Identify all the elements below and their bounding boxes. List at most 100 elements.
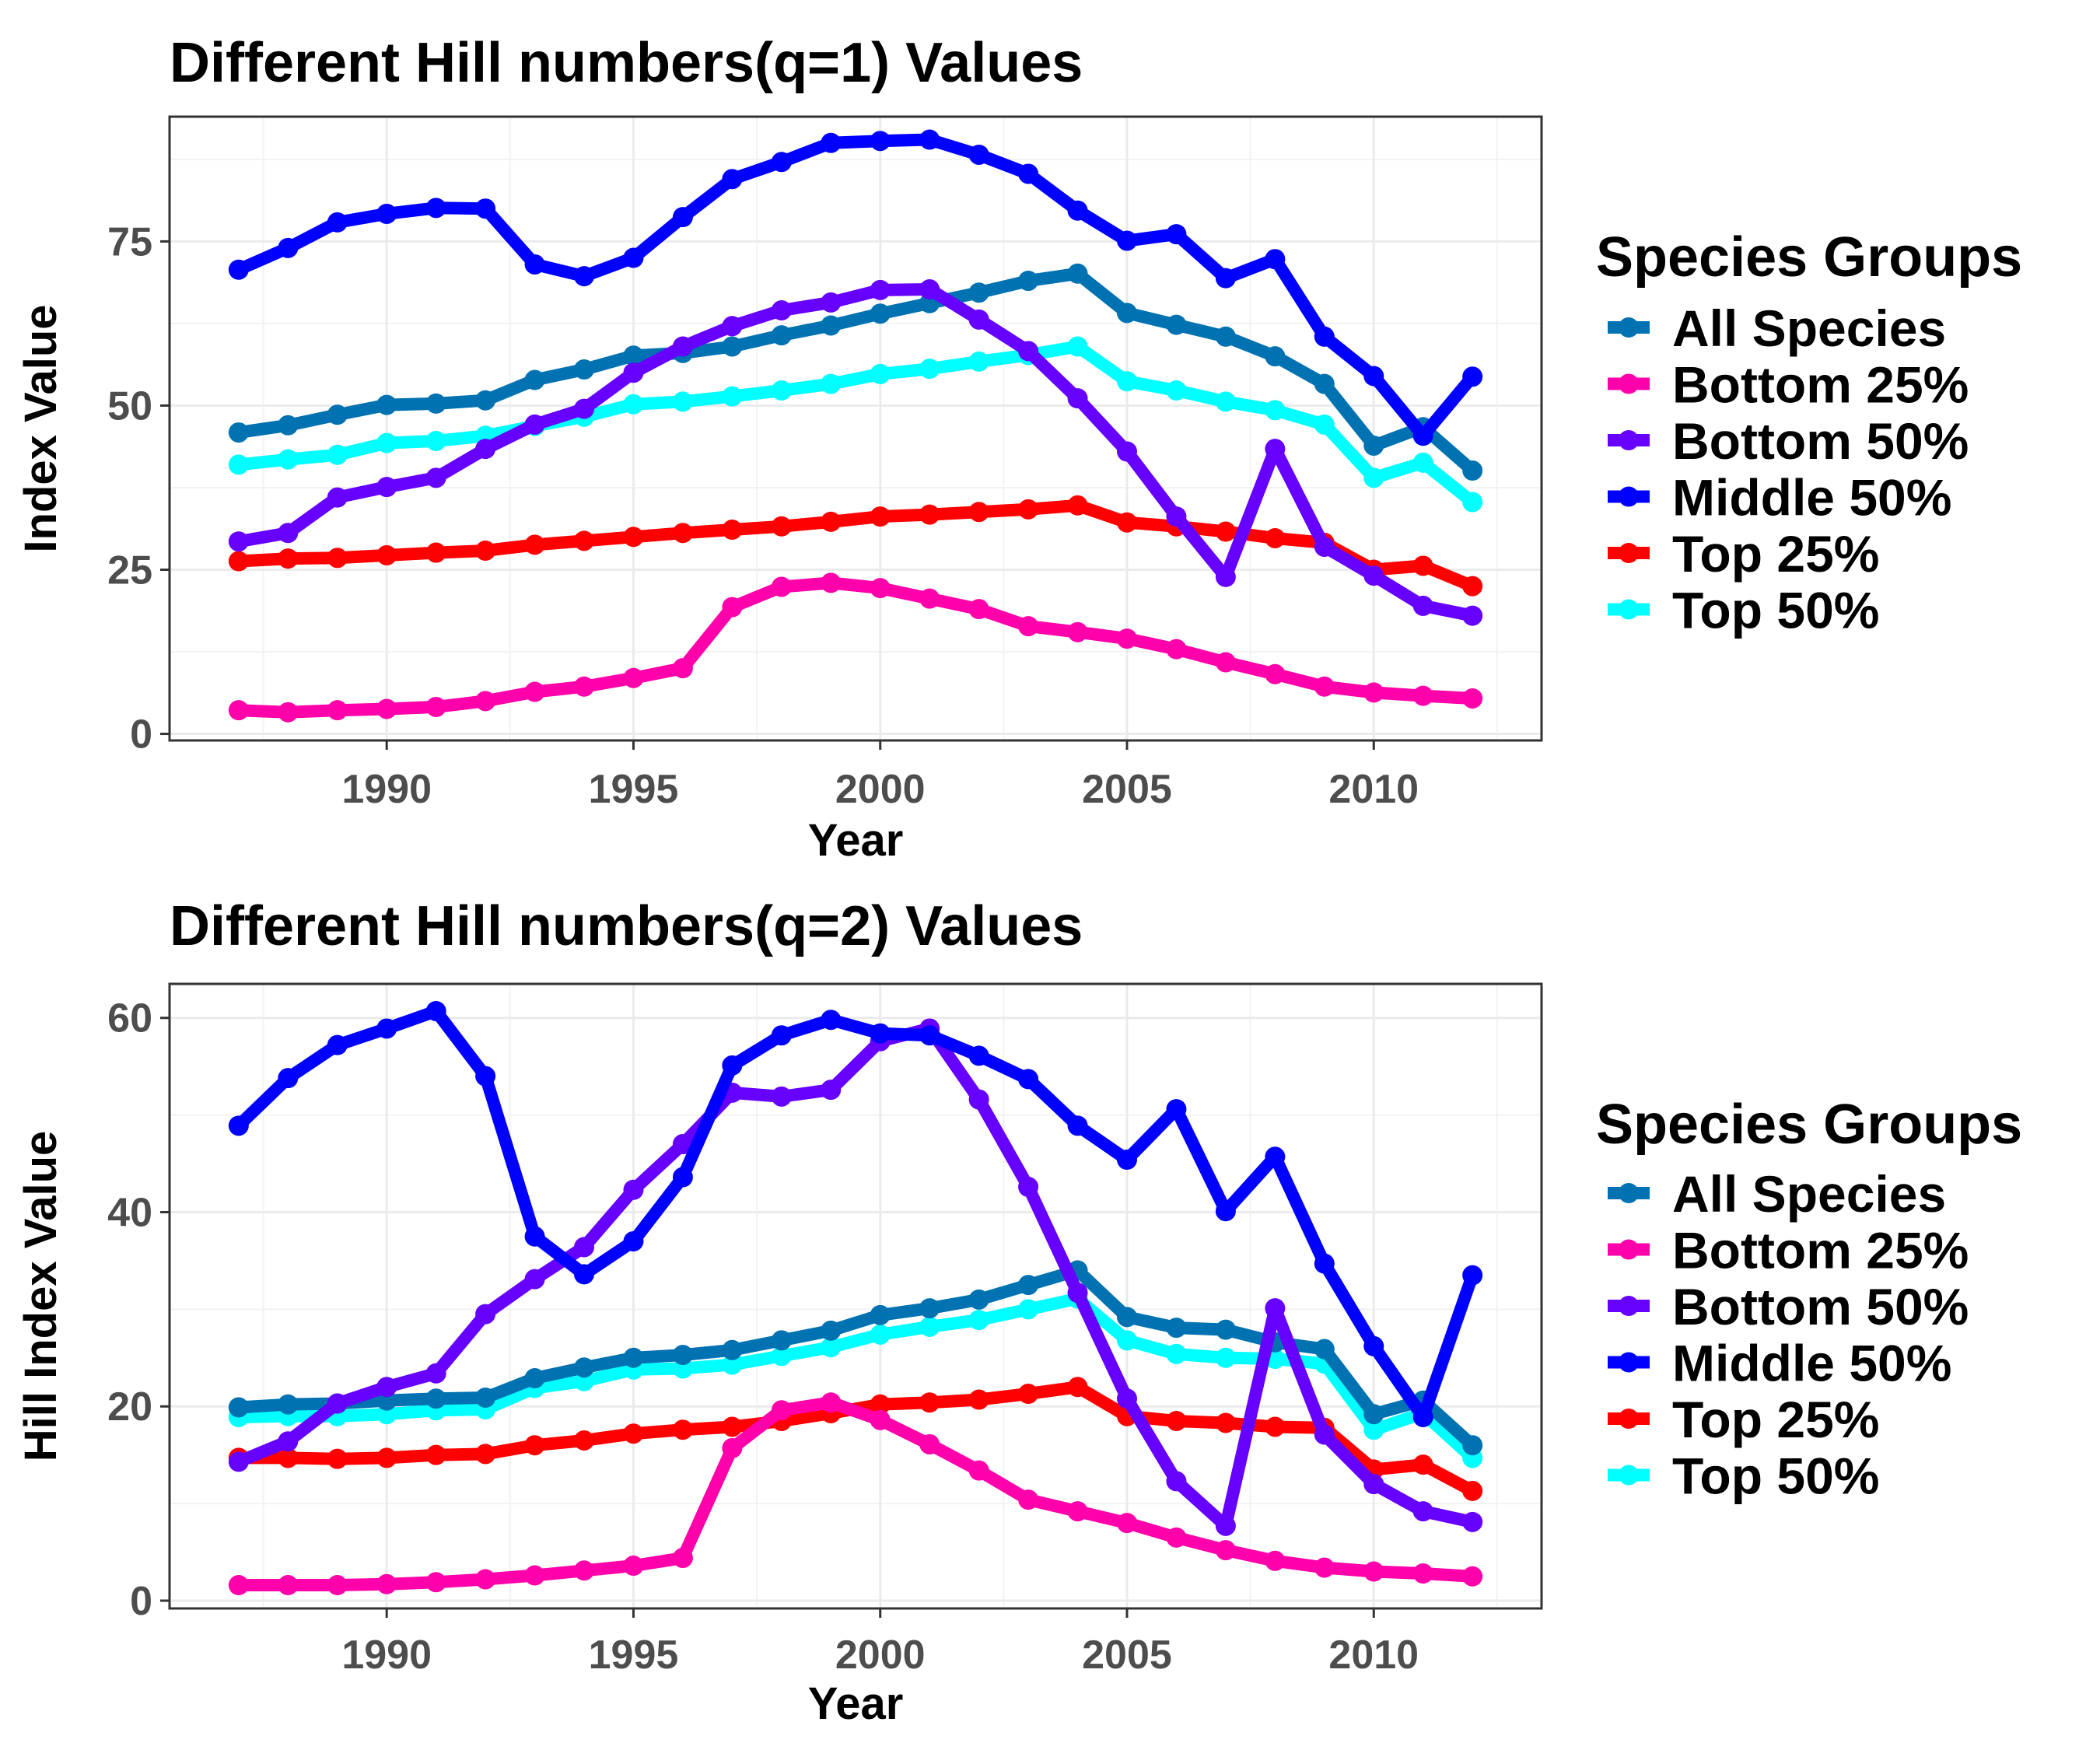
data-point [722,336,743,357]
data-point [821,1337,842,1358]
legend-label: Middle 50% [1672,1335,1951,1392]
data-point [919,1025,940,1046]
legend-label: Bottom 25% [1672,356,1969,414]
data-point [968,282,989,303]
data-point [524,254,545,275]
data-point [771,1400,792,1421]
data-point [623,1423,644,1444]
data-point [1462,688,1483,709]
data-point [475,198,496,219]
x-tick-label: 2005 [1082,767,1172,812]
data-point [1116,1307,1137,1328]
data-point [1215,1201,1236,1222]
data-point [327,700,348,721]
data-point [623,362,644,383]
series-middle-50pct [228,1000,1483,1427]
data-point [1116,441,1137,462]
data-point [1412,685,1433,706]
legend-item-top-25pct: Top 25% [1608,1391,1879,1448]
data-point [1067,495,1088,516]
data-point [1265,249,1286,270]
data-point [228,422,249,443]
data-point [1265,1550,1286,1571]
data-point [722,169,743,190]
data-point [376,1447,397,1468]
data-point [821,1080,842,1101]
data-point [327,1034,348,1055]
data-point [1363,1474,1384,1495]
data-point [1067,1501,1088,1522]
data-point [919,129,940,150]
data-point [1363,1404,1384,1425]
legend-key-point [1619,543,1639,563]
data-point [1166,639,1187,660]
data-point [968,1460,989,1481]
data-point [919,504,940,525]
data-point [821,1392,842,1413]
data-point [821,132,842,153]
data-point [524,1226,545,1247]
data-point [1462,1435,1483,1456]
legend-key-point [1619,599,1639,620]
data-point [1314,536,1335,557]
data-point [623,247,644,268]
data-point [524,1565,545,1586]
data-point [771,1025,792,1046]
data-point [1067,1377,1088,1398]
data-point [672,1548,693,1569]
series-bottom-25pct [228,572,1483,723]
data-point [771,1086,792,1107]
legend-key-point [1619,1296,1639,1316]
legend-label: Bottom 50% [1672,1278,1969,1335]
data-point [1363,682,1384,703]
data-point [1314,676,1335,697]
data-point [870,363,891,384]
data-point [524,369,545,390]
data-point [1412,1454,1433,1475]
data-point [1363,467,1384,488]
data-point [524,1368,545,1389]
data-point [623,1179,644,1200]
data-point [1265,1298,1286,1319]
data-point [722,1055,743,1076]
data-point [1314,326,1335,347]
data-point [771,152,792,173]
data-point [919,1392,940,1413]
panel-border [168,115,1543,742]
data-point [327,404,348,425]
data-point [475,439,496,460]
data-point [1067,200,1088,221]
data-point [821,572,842,593]
data-point [574,266,595,287]
data-point [623,527,644,548]
legend-label: Top 25% [1672,1391,1879,1448]
legend-item-top-50pct: Top 50% [1608,582,1879,639]
data-point [1116,512,1137,533]
data-point [376,203,397,224]
data-point [672,1345,693,1366]
series-bottom-50pct [228,279,1483,626]
y-tick-label: 25 [107,548,152,593]
data-point [870,279,891,300]
data-point [1018,616,1039,637]
data-point [1018,499,1039,520]
legend-title: Species Groups [1596,1094,2022,1156]
data-point [623,1556,644,1577]
data-point [278,1431,299,1452]
data-point [327,548,348,569]
data-point [1116,230,1137,251]
data-point [672,1167,693,1188]
data-point [870,506,891,527]
x-tick-label: 1990 [341,767,432,812]
data-point [722,520,743,541]
data-point [968,144,989,165]
data-point [1215,521,1236,542]
data-point [1412,1406,1433,1427]
y-axis-title: Hill Index Value [16,1131,66,1461]
data-point [278,1575,299,1596]
data-point [870,1304,891,1325]
data-point [722,1416,743,1437]
data-point [228,454,249,475]
data-point [278,523,299,544]
data-point [1412,1501,1433,1522]
